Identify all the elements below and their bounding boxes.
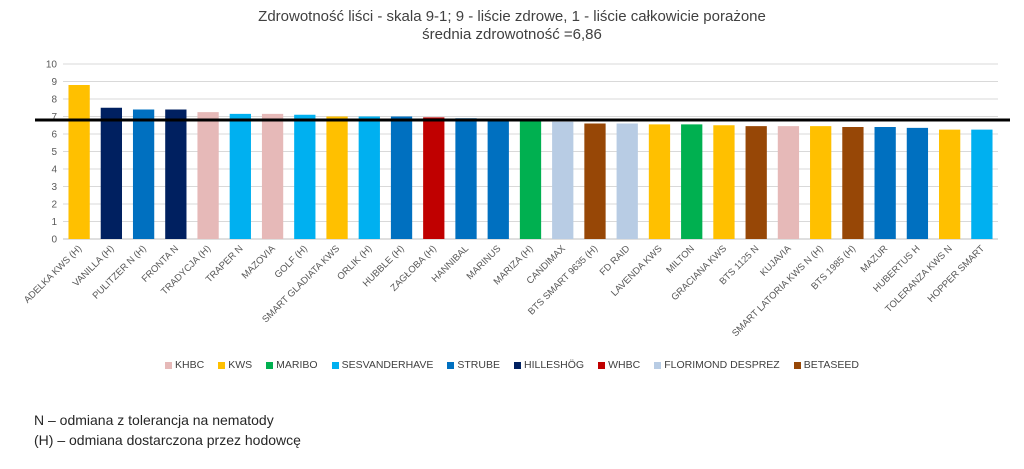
bar bbox=[874, 127, 896, 239]
legend-swatch bbox=[218, 361, 226, 369]
legend-swatch bbox=[266, 361, 274, 369]
y-tick-label: 1 bbox=[51, 217, 57, 228]
bar bbox=[938, 129, 961, 239]
y-tick-label: 6 bbox=[51, 130, 57, 141]
x-tick-label: ADELKA KWS (H) bbox=[22, 243, 84, 305]
bar bbox=[713, 125, 735, 239]
y-tick-label: 0 bbox=[51, 235, 57, 246]
legend-label: HILLESHÖG bbox=[523, 359, 585, 371]
bar bbox=[455, 118, 477, 239]
legend-label: WHBC bbox=[608, 359, 641, 371]
chart-title-block: Zdrowotność liści - skala 9-1; 9 - liści… bbox=[0, 8, 1024, 44]
bar bbox=[777, 126, 800, 239]
footnote-nematode: N – odmiana z tolerancja na nematody bbox=[34, 412, 274, 428]
bar bbox=[261, 113, 284, 239]
bar bbox=[132, 109, 155, 239]
bar bbox=[326, 116, 348, 239]
bar bbox=[423, 117, 445, 239]
bar bbox=[68, 85, 90, 239]
legend-swatch bbox=[513, 361, 521, 369]
legend-entry: SESVANDERHAVE bbox=[331, 359, 434, 371]
footnote-breeder: (H) – odmiana dostarczona przez hodowcę bbox=[34, 432, 301, 448]
legend-swatch bbox=[331, 361, 339, 369]
bar bbox=[552, 121, 574, 239]
legend-entry: WHBC bbox=[598, 359, 640, 371]
x-tick-label: MAZUR bbox=[859, 243, 891, 275]
legend-entry: STRUBE bbox=[447, 359, 500, 371]
legend-entry: KWS bbox=[218, 359, 252, 371]
legend-label: KHBC bbox=[175, 359, 205, 371]
footnotes: N – odmiana z tolerancja na nematody (H)… bbox=[34, 410, 301, 450]
legend-swatch bbox=[793, 361, 801, 369]
chart-title: Zdrowotność liści - skala 9-1; 9 - liści… bbox=[258, 8, 766, 25]
bar bbox=[906, 127, 929, 239]
legend-entry: BETASEED bbox=[793, 359, 859, 371]
y-tick-label: 3 bbox=[51, 182, 57, 193]
bar bbox=[165, 109, 187, 239]
y-tick-label: 4 bbox=[51, 165, 57, 176]
bar bbox=[519, 120, 542, 239]
bar bbox=[358, 116, 380, 239]
y-tick-label: 2 bbox=[51, 200, 57, 211]
x-tick-label: MILTON bbox=[664, 243, 697, 276]
y-tick-label: 9 bbox=[51, 77, 57, 88]
bar bbox=[390, 116, 413, 239]
x-tick-label: HOPPER SMART bbox=[926, 243, 988, 305]
y-tick-label: 8 bbox=[51, 95, 57, 106]
x-tick-label: GRACIANA KWS bbox=[669, 243, 729, 303]
x-tick-label: MAZOVIA bbox=[240, 243, 278, 281]
chart-legend: KHBC KWS MARIBO SESVANDERHAVE STRUBE HILLESHÖ… bbox=[0, 359, 1024, 371]
bar bbox=[971, 129, 993, 239]
y-tick-label: 7 bbox=[51, 112, 57, 123]
bar bbox=[648, 124, 671, 239]
legend-entry: MARIBO bbox=[266, 359, 318, 371]
legend-swatch bbox=[165, 361, 173, 369]
legend-swatch bbox=[598, 361, 606, 369]
bar bbox=[584, 123, 606, 239]
bar bbox=[842, 127, 864, 239]
legend-label: MARIBO bbox=[276, 359, 318, 371]
legend-label: STRUBE bbox=[457, 359, 500, 371]
bar bbox=[487, 120, 509, 239]
chart-subtitle: średnia zdrowotność =6,86 bbox=[422, 26, 602, 43]
bar bbox=[197, 112, 219, 239]
bar bbox=[100, 107, 123, 239]
legend-label: FLORIMOND DESPREZ bbox=[664, 359, 780, 371]
legend-entry: HILLESHÖG bbox=[513, 359, 585, 371]
y-tick-label: 5 bbox=[51, 147, 57, 158]
legend-swatch bbox=[447, 361, 455, 369]
bar bbox=[745, 126, 767, 239]
bar bbox=[681, 124, 703, 239]
bar bbox=[616, 123, 638, 239]
legend-entry: FLORIMOND DESPREZ bbox=[654, 359, 780, 371]
legend-label: KWS bbox=[228, 359, 253, 371]
legend-swatch bbox=[654, 361, 662, 369]
bar bbox=[229, 113, 251, 239]
bar bbox=[810, 126, 832, 239]
legend-label: BETASEED bbox=[803, 359, 859, 371]
y-tick-label: 10 bbox=[46, 60, 58, 71]
bar bbox=[294, 114, 316, 239]
legend-entry: KHBC bbox=[165, 359, 204, 371]
legend-label: SESVANDERHAVE bbox=[341, 359, 434, 371]
